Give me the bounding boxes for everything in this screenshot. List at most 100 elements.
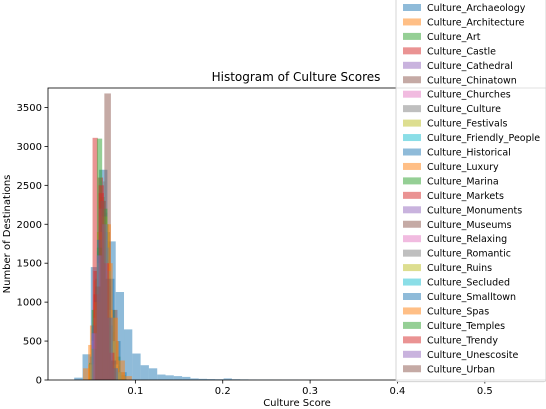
legend-swatch [403, 278, 421, 286]
histogram-bar [100, 200, 106, 380]
legend-item: Culture_Spas [403, 306, 489, 317]
legend-item: Culture_Luxury [403, 162, 499, 173]
x-tick-label: 0.3 [302, 386, 318, 397]
legend-item: Culture_Architecture [403, 17, 525, 28]
legend-swatch [403, 206, 421, 214]
legend-item: Culture_Castle [403, 46, 496, 57]
legend-swatch [403, 321, 421, 329]
legend-swatch [403, 148, 421, 156]
legend-swatch [403, 365, 421, 373]
x-axis-label: Culture Score [263, 398, 331, 409]
legend-label: Culture_Romantic [427, 249, 511, 260]
y-tick-label: 1500 [17, 259, 42, 270]
legend-swatch [403, 249, 421, 257]
legend-swatch [403, 18, 421, 26]
legend-swatch [403, 177, 421, 185]
y-tick-label: 0 [36, 376, 42, 387]
legend-swatch [403, 61, 421, 69]
legend-label: Culture_Museums [427, 220, 512, 231]
legend-label: Culture_Monuments [427, 205, 522, 216]
legend-label: Culture_Festivals [427, 119, 508, 130]
legend-label: Culture_Archaeology [427, 3, 526, 14]
legend-item: Culture_Romantic [403, 249, 511, 260]
histogram-bar [132, 353, 141, 380]
legend-item: Culture_Unescosite [403, 350, 518, 361]
legend-label: Culture_Markets [427, 191, 504, 202]
legend-item: Culture_Monuments [403, 205, 522, 216]
legend-swatch [403, 76, 421, 84]
plot-frame [47, 87, 546, 381]
legend-item: Culture_Churches [403, 90, 511, 101]
legend-swatch [403, 336, 421, 344]
legend-item: Culture_Relaxing [403, 234, 507, 245]
legend-item: Culture_Cathedral [403, 61, 513, 72]
y-tick-label: 500 [23, 337, 42, 348]
legend-swatch [403, 235, 421, 243]
y-axis-label: Number of Destinations [2, 175, 13, 294]
x-tick-label: 0.5 [477, 386, 493, 397]
legend-label: Culture_Ruins [427, 263, 492, 274]
y-tick-label: 3000 [17, 142, 42, 153]
legend: Culture_Archaeology Culture_Architecture C… [395, 0, 546, 383]
histogram-bar [190, 378, 199, 380]
x-tick-label: 0.4 [390, 386, 406, 397]
legend-label: Culture_Castle [427, 46, 496, 57]
legend-item: Culture_Marina [403, 176, 499, 187]
legend-item: Culture_Archaeology [403, 3, 526, 14]
legend-label: Culture_Cathedral [427, 61, 513, 72]
legend-label: Culture_Luxury [427, 162, 499, 173]
histogram-bar [82, 354, 91, 380]
legend-label: Culture_Churches [427, 90, 511, 101]
histogram-bar [157, 374, 166, 380]
x-tick-label: 0.1 [127, 386, 143, 397]
legend-label: Culture_Culture [427, 104, 501, 115]
legend-item: Culture_Urban [403, 364, 495, 375]
histogram-bar [140, 365, 149, 380]
legend-item: Culture_Ruins [403, 263, 492, 274]
legend-box [395, 0, 546, 383]
legend-swatch [403, 220, 421, 228]
legend-swatch [403, 134, 421, 142]
legend-item: Culture_Festivals [403, 119, 508, 130]
legend-item: Culture_Museums [403, 220, 512, 231]
legend-label: Culture_Chinatown [427, 75, 517, 86]
legend-item: Culture_Art [403, 32, 481, 43]
legend-label: Culture_Art [427, 32, 481, 43]
legend-label: Culture_Temples [427, 321, 505, 332]
histogram-bar [74, 377, 83, 380]
legend-item: Culture_Markets [403, 191, 504, 202]
legend-item: Culture_Culture [403, 104, 501, 115]
legend-swatch [403, 162, 421, 170]
legend-swatch [403, 307, 421, 315]
legend-swatch [403, 119, 421, 127]
histogram-bar [91, 333, 97, 380]
legend-label: Culture_Trendy [427, 335, 498, 346]
legend-label: Culture_Secluded [427, 278, 510, 289]
histogram-bar [124, 329, 133, 380]
y-tick-label: 2500 [17, 181, 42, 192]
histogram-bar [165, 375, 174, 380]
histogram-bar [88, 364, 95, 380]
legend-swatch [403, 4, 421, 11]
histogram-bar [105, 278, 111, 380]
chart-title: Histogram of Culture Scores [212, 70, 381, 84]
legend-item: Culture_Smalltown [403, 292, 516, 303]
y-ticks: 0 500 1000 1500 2000 2500 3000 3500 [17, 103, 48, 387]
x-tick-label: 0.2 [215, 386, 231, 397]
histogram-bar [148, 368, 158, 380]
legend-item: Culture_Secluded [403, 278, 510, 289]
bars-layer [74, 93, 324, 380]
legend-swatch [403, 105, 421, 113]
legend-swatch [403, 191, 421, 199]
histogram-bar [124, 376, 132, 380]
histogram-bar [118, 372, 125, 380]
series-culture-urban [95, 200, 117, 380]
legend-swatch [403, 32, 421, 40]
histogram-bar [207, 379, 216, 380]
legend-item: Culture_Historical [403, 148, 511, 159]
y-tick-label: 1000 [17, 298, 42, 309]
y-tick-label: 3500 [17, 103, 42, 114]
legend-item: Culture_Friendly_People [403, 133, 540, 144]
histogram-bar [95, 286, 101, 380]
